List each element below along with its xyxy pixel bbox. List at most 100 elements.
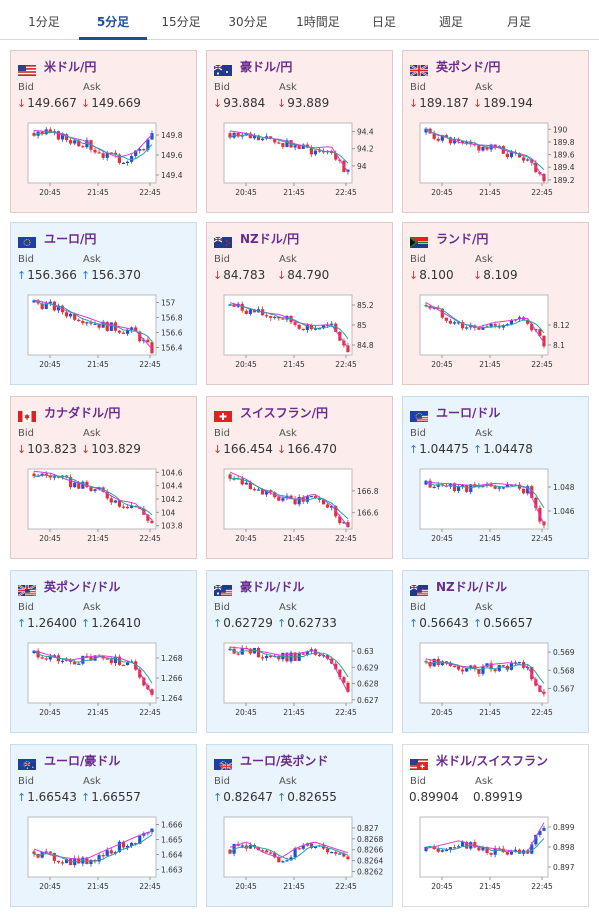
pair-header: スイスフラン/円: [214, 404, 329, 422]
y-tick-label: 1.048: [553, 483, 575, 492]
pair-name-link[interactable]: 米ドル/円: [44, 59, 97, 74]
ask-value-cell: ↓166.470: [277, 442, 337, 456]
pair-name-link[interactable]: スイスフラン/円: [240, 405, 329, 420]
candle-body: [56, 305, 61, 311]
bid-value: 166.454: [223, 442, 273, 456]
rate-card[interactable]: 豪ドル/ドル Bid Ask ↑0.62729 ↑0.62733 0.63 0.629 0.6…: [206, 570, 393, 733]
candle-body: [93, 859, 97, 862]
tab-weekly[interactable]: 週足: [438, 15, 463, 29]
pair-name-link[interactable]: 英ポンド/ドル: [44, 579, 121, 594]
moving-average-line: [33, 131, 153, 161]
rate-card[interactable]: NZドル/ドル Bid Ask ↑0.56643 ↑0.56657 0.569 0.568 0…: [402, 570, 589, 733]
candle-body: [436, 849, 440, 852]
candle-body: [56, 476, 61, 478]
candle-body: [501, 325, 505, 328]
rate-card[interactable]: NZドル/円 Bid Ask ↓84.783 ↓84.790 85.2 85 84.8 20:4…: [206, 222, 393, 385]
tab-1min[interactable]: 1分足: [28, 15, 60, 29]
pair-name-link[interactable]: NZドル/円: [240, 231, 300, 246]
candle-body: [77, 319, 81, 322]
rate-card[interactable]: スイスフラン/円 Bid Ask ↓166.454 ↓166.470 166.8 166.6…: [206, 396, 393, 559]
x-tick-label: 22:45: [335, 534, 357, 543]
price-chart[interactable]: 166.8 166.6 20:45 21:45 22:45: [214, 463, 391, 555]
price-chart[interactable]: 1.666 1.665 1.664 1.663 20:45 21:45 22:45: [18, 811, 195, 903]
tab-30min[interactable]: 30分足: [228, 15, 268, 29]
pair-name-link[interactable]: ランド/円: [436, 231, 489, 246]
price-chart[interactable]: 85.2 85 84.8 20:45 21:45 22:45: [214, 289, 391, 381]
rate-card[interactable]: ランド/円 Bid Ask ↓8.100 ↓8.109 8.12 8.1 20:45 21:45…: [402, 222, 589, 385]
tab-1hour[interactable]: 1時間足: [296, 15, 340, 29]
x-tick-label: 21:45: [479, 882, 501, 891]
rate-card[interactable]: 米ドル/スイスフラン Bid Ask 0.89904 0.89919 0.899 0.898…: [402, 744, 589, 907]
rate-card[interactable]: 英ポンド/円 Bid Ask ↓189.187 ↓189.194 190 189.8 189.…: [402, 50, 589, 213]
price-chart[interactable]: 0.63 0.629 0.628 0.627 20:45 21:45 22:45: [214, 637, 391, 729]
pair-name-link[interactable]: ユーロ/英ポンド: [240, 753, 329, 768]
y-tick-label: 0.63: [357, 647, 374, 656]
ask-value-cell: ↑156.370: [81, 268, 141, 282]
tab-monthly[interactable]: 月足: [506, 15, 531, 29]
price-chart[interactable]: 94.4 94.2 94 20:45 21:45 22:45: [214, 117, 391, 209]
tab-15min[interactable]: 15分足: [161, 15, 201, 29]
price-chart[interactable]: 149.8 149.6 149.4 20:45 21:45 22:45: [18, 117, 195, 209]
candle-body: [48, 475, 52, 478]
pair-name-link[interactable]: 豪ドル/ドル: [240, 579, 305, 594]
pair-name-link[interactable]: ユーロ/ドル: [436, 405, 501, 420]
price-chart[interactable]: 1.048 1.046 20:45 21:45 22:45: [410, 463, 587, 555]
rate-card[interactable]: カナダドル/円 Bid Ask ↓103.823 ↓103.829 104.6 104.4 1…: [10, 396, 197, 559]
rate-card[interactable]: ユーロ/円 Bid Ask ↑156.366 ↑156.370 157 156.8 156.6…: [10, 222, 197, 385]
bid-value-cell: ↓8.100: [409, 268, 454, 282]
candle-body: [32, 650, 36, 653]
y-tick-label: 156.8: [161, 314, 183, 323]
candle-body: [493, 848, 497, 855]
pair-name-link[interactable]: 米ドル/スイスフラン: [436, 753, 549, 768]
price-chart[interactable]: 0.569 0.568 0.567 20:45 21:45 22:45: [410, 637, 587, 729]
candle-body: [52, 301, 56, 311]
rate-card[interactable]: ユーロ/豪ドル Bid Ask ↑1.66543 ↑1.66557 1.666 1.665 1…: [10, 744, 197, 907]
bid-value: 1.66543: [27, 790, 77, 804]
rate-card[interactable]: ユーロ/ドル Bid Ask ↑1.04475 ↑1.04478 1.048 1.046 20…: [402, 396, 589, 559]
pair-name-link[interactable]: 英ポンド/円: [436, 59, 501, 74]
y-tick-label: 0.629: [357, 663, 379, 672]
candle-body: [146, 139, 150, 150]
candle-body: [321, 325, 326, 329]
candle-body: [309, 496, 313, 498]
price-chart[interactable]: 0.827 0.8268 0.8266 0.8264 0.8262 20:45 21:45 2…: [214, 811, 391, 903]
candle-body: [125, 330, 130, 334]
tab-5min[interactable]: 5分足: [79, 0, 147, 40]
price-chart[interactable]: 1.268 1.266 1.264 20:45 21:45 22:45: [18, 637, 195, 729]
candle-body: [101, 153, 105, 158]
price-chart[interactable]: 190 189.8 189.6 189.4 189.2 20:45 21:45 22:45: [410, 117, 587, 209]
candle-body: [440, 850, 444, 852]
pair-name-link[interactable]: NZドル/ドル: [436, 579, 508, 594]
rate-card[interactable]: ユーロ/英ポンド Bid Ask ↑0.82647 ↑0.82655 0.827 0.826…: [206, 744, 393, 907]
arrow-down-icon: ↓: [409, 97, 419, 110]
tab-daily[interactable]: 日足: [371, 15, 396, 29]
price-chart[interactable]: 0.899 0.898 0.897 20:45 21:45 22:45: [410, 811, 587, 903]
plot-area: [27, 294, 157, 356]
price-chart[interactable]: 104.6 104.4 104.2 104 103.8 20:45 21:45 22:45: [18, 463, 195, 555]
rate-card[interactable]: 英ポンド/ドル Bid Ask ↑1.26400 ↑1.26410 1.268 1.266 1…: [10, 570, 197, 733]
pair-name-link[interactable]: ユーロ/円: [44, 231, 97, 246]
candle-body: [313, 846, 318, 849]
moving-average-line: [425, 305, 545, 334]
candle-body: [334, 153, 338, 160]
rate-card[interactable]: 豪ドル/円 Bid Ask ↓93.884 ↓93.889 94.4 94.2 94 20:45…: [206, 50, 393, 213]
candle-body: [105, 491, 109, 499]
x-tick-label: 20:45: [431, 708, 453, 717]
y-tick-label: 0.897: [553, 863, 575, 872]
candle-body: [465, 668, 469, 672]
plot-area: [419, 468, 549, 530]
candle-body: [260, 850, 265, 852]
pair-name-link[interactable]: ユーロ/豪ドル: [44, 753, 121, 768]
x-tick-label: 22:45: [531, 882, 553, 891]
candle-body: [301, 144, 305, 149]
candle-body: [69, 659, 73, 662]
pair-name-link[interactable]: 豪ドル/円: [240, 59, 293, 74]
candle-body: [73, 313, 77, 320]
candle-body: [121, 664, 126, 667]
rate-card[interactable]: 米ドル/円 Bid Ask ↓149.667 ↓149.669 149.8 149.6 149…: [10, 50, 197, 213]
pair-name-link[interactable]: カナダドル/円: [44, 405, 121, 420]
y-tick-label: 84.8: [357, 341, 374, 350]
candle-body: [293, 652, 297, 661]
price-chart[interactable]: 8.12 8.1 20:45 21:45 22:45: [410, 289, 587, 381]
price-chart[interactable]: 157 156.8 156.6 156.4 20:45 21:45 22:45: [18, 289, 195, 381]
